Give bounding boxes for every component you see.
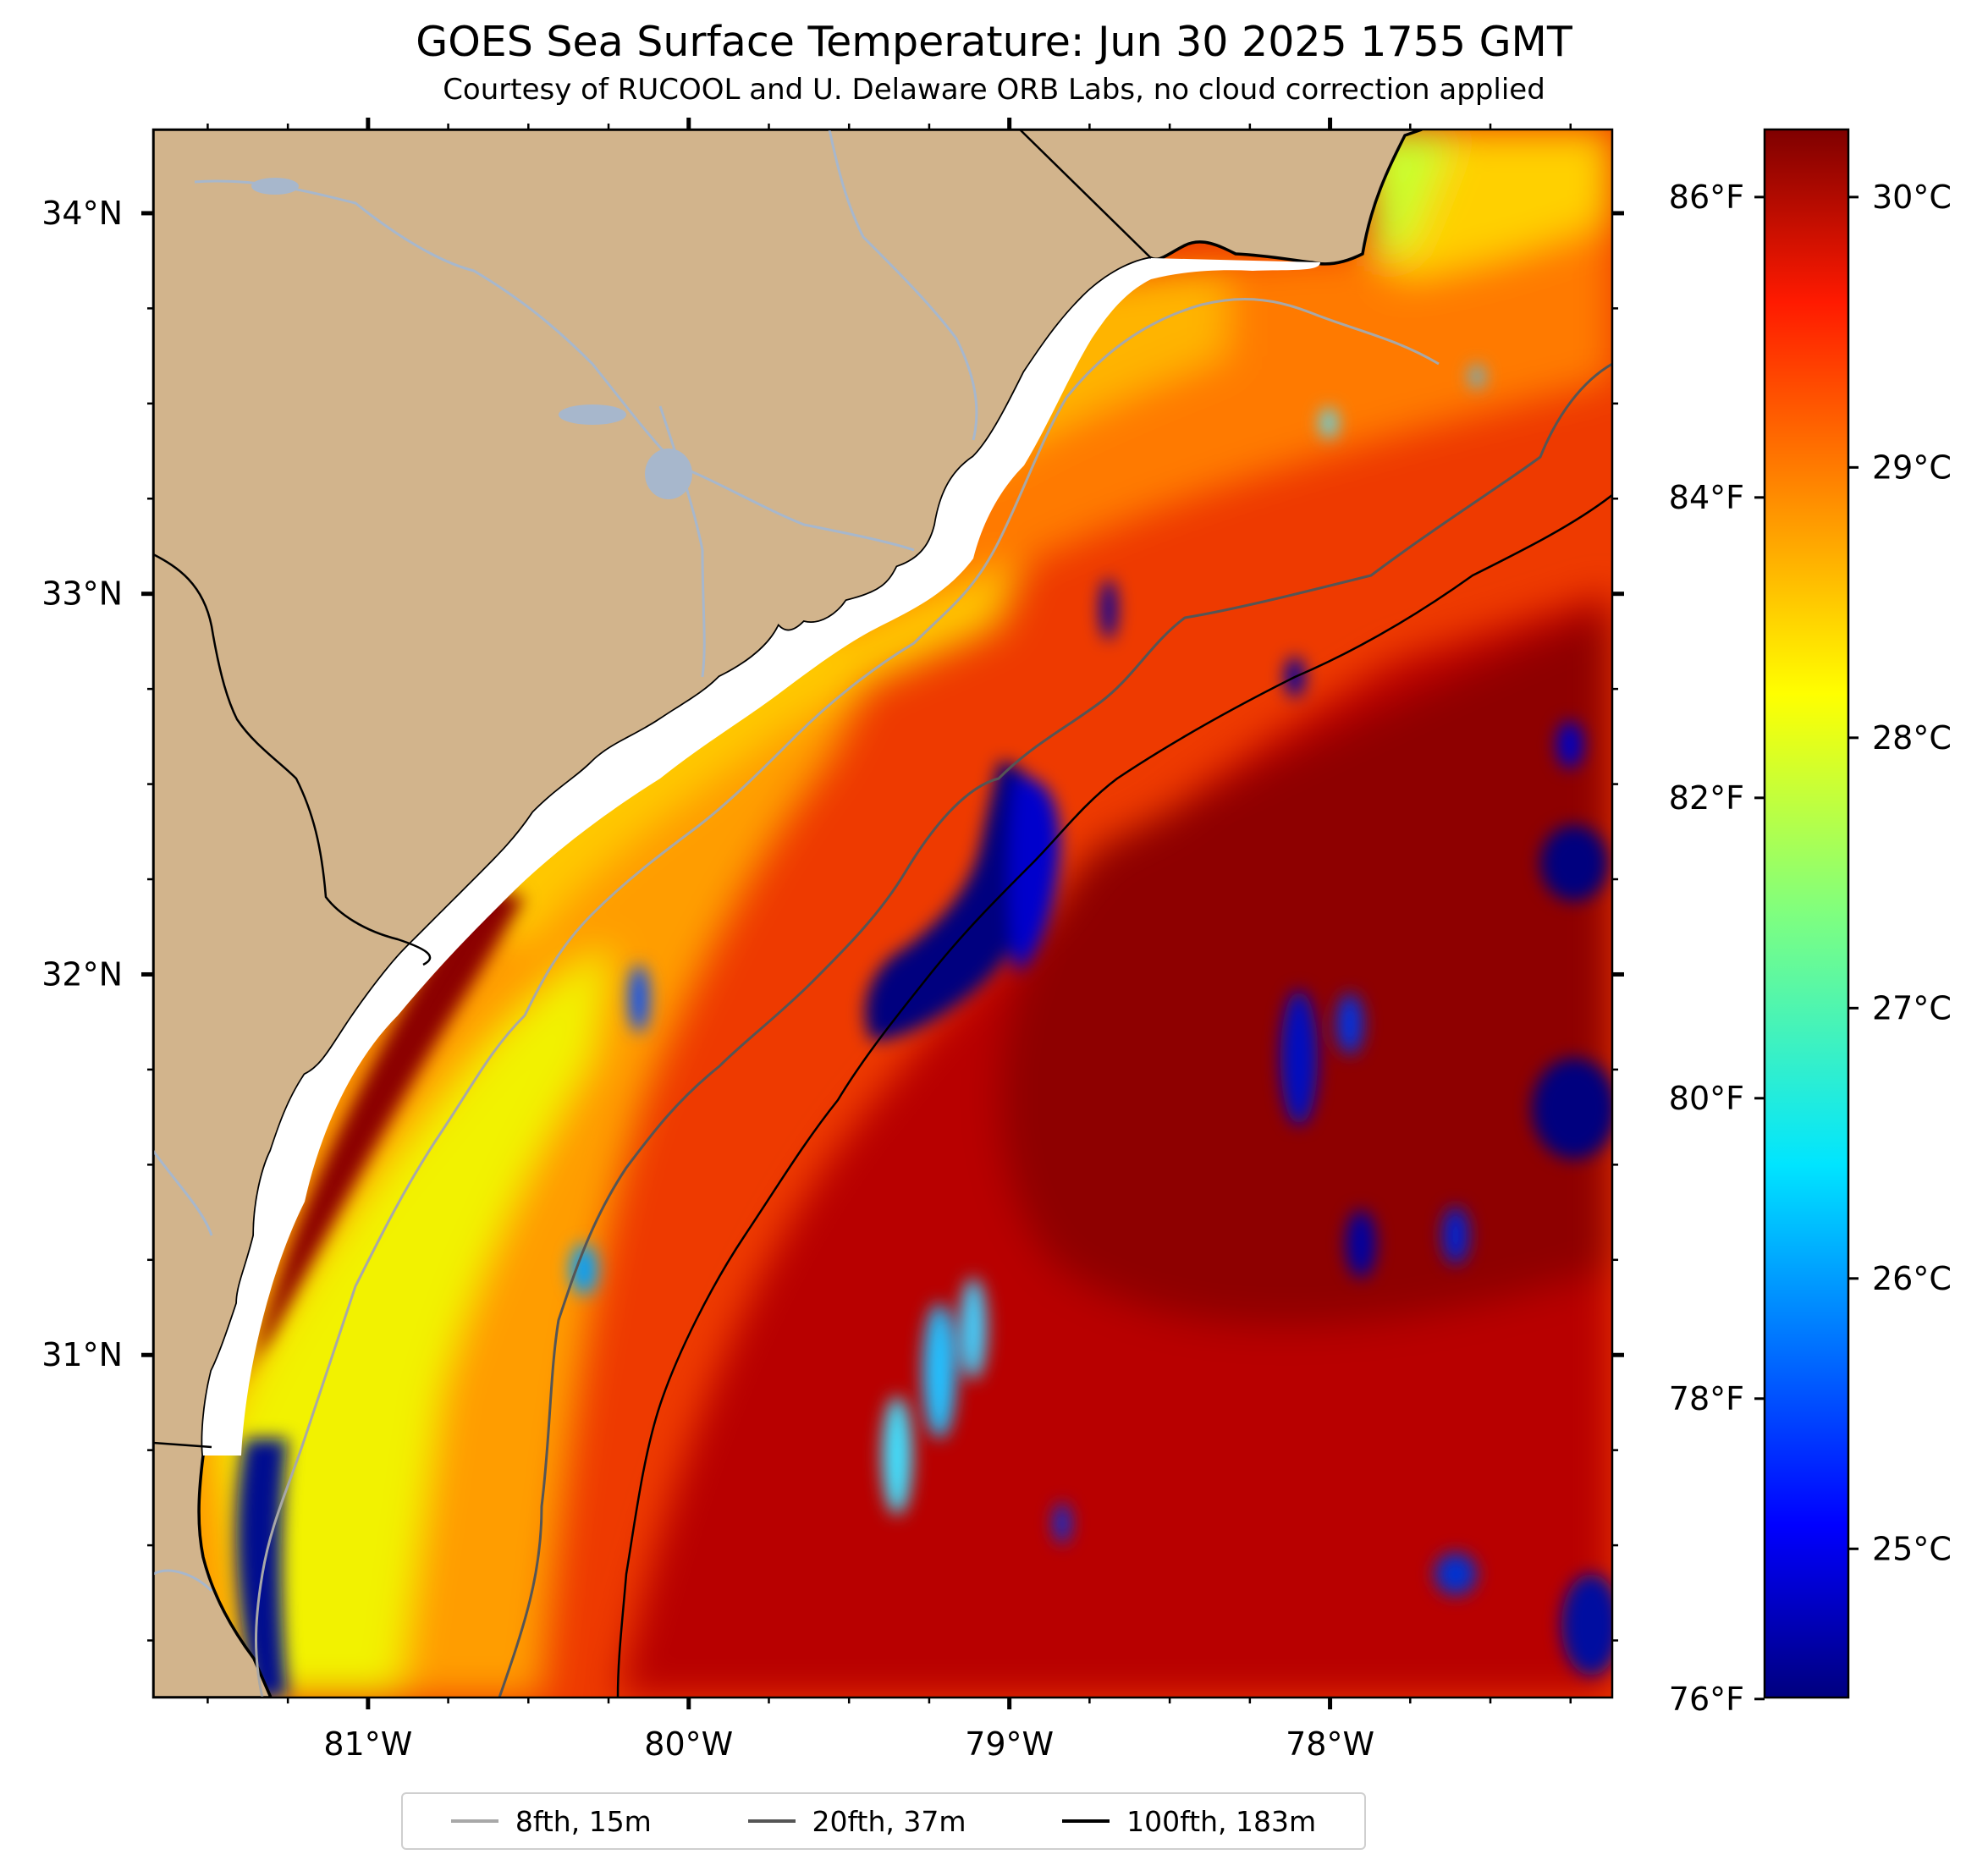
lake: [645, 448, 692, 499]
legend-entry-20fth: 20fth, 37m: [747, 1804, 966, 1838]
isobath-legend: 8fth, 15m 20fth, 37m 100fth, 183m: [401, 1792, 1366, 1850]
fahrenheit-tick-label: 82°F: [1669, 779, 1744, 817]
fahrenheit-tick-label: 78°F: [1669, 1380, 1744, 1417]
colorbar-fahrenheit-axis: 76°F 78°F 80°F 82°F 84°F 86°F: [1669, 179, 1765, 1718]
isobath-20fth: [498, 362, 1612, 1698]
lon-tick-label: 80°W: [644, 1725, 733, 1763]
longitude-axis: 81°W 80°W 79°W 78°W: [207, 118, 1572, 1763]
lon-tick-label: 79°W: [965, 1725, 1054, 1763]
legend-swatch-8fth: [450, 1819, 498, 1823]
lake: [559, 404, 626, 425]
celsius-tick-label: 27°C: [1872, 989, 1952, 1026]
legend-swatch-100fth: [1062, 1819, 1110, 1823]
lat-tick-label: 34°N: [41, 195, 123, 232]
fahrenheit-tick-label: 86°F: [1669, 179, 1744, 216]
celsius-tick-label: 29°C: [1872, 448, 1952, 486]
sst-bands: [153, 129, 1612, 1698]
lon-tick-label: 81°W: [323, 1725, 412, 1763]
chart-subtitle: Courtesy of RUCOOL and U. Delaware ORB L…: [443, 73, 1545, 107]
lake: [251, 178, 299, 195]
map-area: [153, 129, 1612, 1698]
fahrenheit-tick-label: 84°F: [1669, 479, 1744, 516]
legend-label-8fth: 8fth, 15m: [515, 1804, 652, 1838]
lat-tick-label: 32°N: [41, 955, 123, 993]
celsius-tick-label: 25°C: [1872, 1530, 1952, 1567]
colorbar: [1763, 128, 1850, 1699]
nearshore-strip: [229, 889, 525, 1698]
isobath-8fth: [255, 297, 1440, 1698]
lat-tick-label: 33°N: [41, 575, 123, 613]
latitude-axis: 34°N 33°N 32°N 31°N: [41, 195, 1624, 1642]
legend-label-20fth: 20fth, 37m: [812, 1804, 966, 1838]
lon-tick-label: 78°W: [1286, 1725, 1374, 1763]
legend-entry-8fth: 8fth, 15m: [450, 1804, 652, 1838]
legend-entry-100fth: 100fth, 183m: [1062, 1805, 1316, 1838]
lat-tick-label: 31°N: [41, 1336, 123, 1373]
legend-label-100fth: 100fth, 183m: [1126, 1804, 1317, 1838]
state-borders: [153, 129, 1152, 1449]
chart-title: GOES Sea Surface Temperature: Jun 30 202…: [416, 18, 1572, 66]
celsius-tick-label: 28°C: [1872, 719, 1952, 757]
celsius-tick-label: 26°C: [1872, 1260, 1952, 1297]
legend-swatch-20fth: [747, 1819, 796, 1823]
celsius-tick-label: 30°C: [1872, 179, 1952, 216]
isobath-100fth: [616, 494, 1612, 1698]
map-frame: [151, 128, 1614, 1699]
fahrenheit-tick-label: 80°F: [1669, 1080, 1744, 1117]
colorbar-celsius-axis: 25°C 26°C 27°C 28°C 29°C 30°C: [1848, 179, 1952, 1567]
cold-patches: [570, 365, 1612, 1676]
fahrenheit-tick-label: 76°F: [1669, 1681, 1744, 1718]
